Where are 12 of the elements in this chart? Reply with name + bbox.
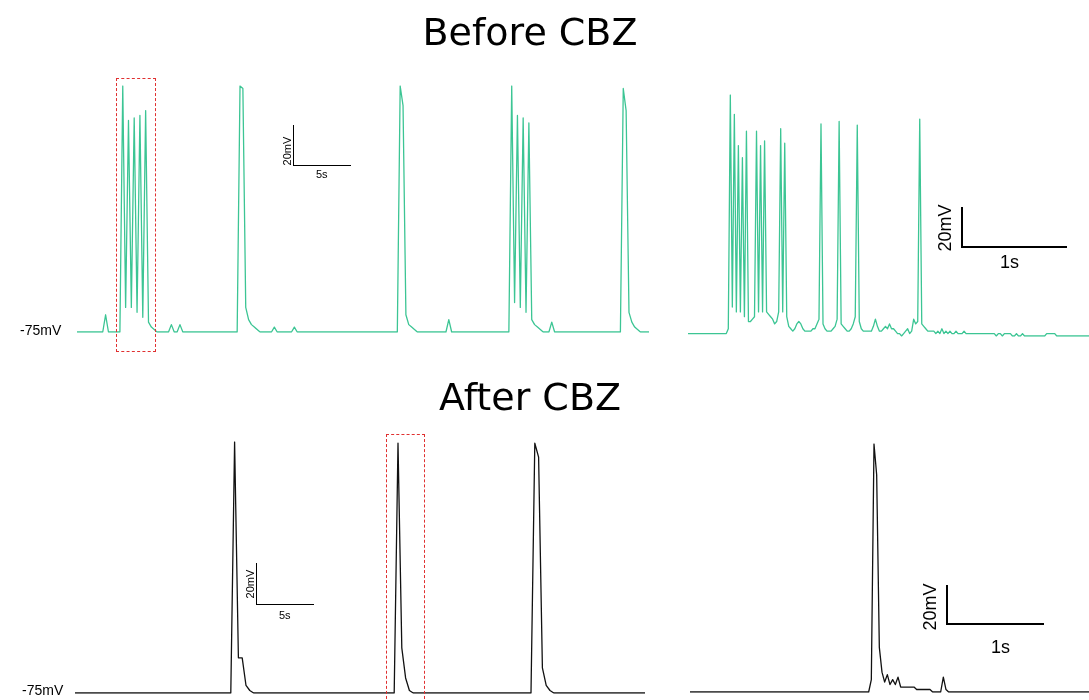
- annotation: 5s: [316, 168, 328, 180]
- annotation: 5s: [279, 609, 291, 621]
- annotation: 1s: [991, 637, 1011, 657]
- text: -75mV: [22, 682, 64, 698]
- chart-title: After CBZ: [439, 375, 621, 419]
- annotation: 20mV: [920, 583, 940, 631]
- annotation: 1s: [1000, 252, 1020, 272]
- annotation: 20mV: [243, 569, 256, 599]
- annotation: 20mV: [280, 136, 293, 166]
- chart-title: Before CBZ: [422, 10, 638, 54]
- text: -75mV: [20, 322, 62, 338]
- annotation: 20mV: [935, 204, 955, 252]
